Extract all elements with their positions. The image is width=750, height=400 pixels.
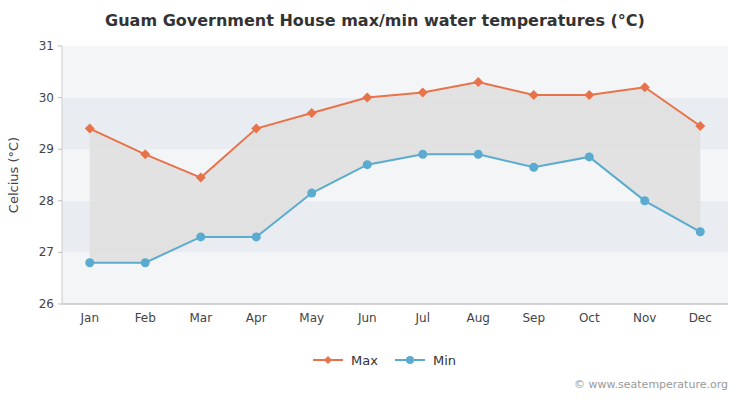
marker <box>529 163 538 172</box>
y-tick-label: 30 <box>39 91 54 105</box>
marker <box>640 82 650 92</box>
y-axis: 26 27 28 29 30 31 <box>39 39 62 311</box>
plot-area <box>85 77 706 267</box>
y-label: Celcius (°C) <box>6 137 21 213</box>
marker <box>473 77 483 87</box>
marker <box>418 150 427 159</box>
marker <box>695 121 705 131</box>
range-fill <box>90 82 701 263</box>
legend-label: Max <box>351 353 378 368</box>
x-tick-label: Jul <box>415 311 430 325</box>
marker <box>85 124 95 134</box>
bands <box>62 46 728 304</box>
legend-marker <box>406 356 414 364</box>
y-tick <box>58 149 62 150</box>
marker <box>141 258 150 267</box>
marker <box>418 87 428 97</box>
x-tick-label: Feb <box>135 311 156 325</box>
line <box>90 82 701 177</box>
title: Guam Government House max/min water temp… <box>105 11 645 30</box>
marker <box>363 160 372 169</box>
x-tick-label: Jun <box>357 311 377 325</box>
y-tick <box>58 252 62 253</box>
marker <box>584 90 594 100</box>
y-axis-line <box>62 46 63 304</box>
x-tick-label: Aug <box>467 311 490 325</box>
marker <box>140 149 150 159</box>
marker <box>696 227 705 236</box>
watermark: © www.seatemperature.org <box>574 378 728 391</box>
x-axis-line <box>62 304 728 305</box>
line <box>90 154 701 262</box>
y-tick <box>58 200 62 201</box>
marker <box>307 108 317 118</box>
marker <box>251 124 261 134</box>
marker <box>196 232 205 241</box>
marker <box>252 232 261 241</box>
y-tick-label: 28 <box>39 194 54 208</box>
x-tick-label: Mar <box>189 311 212 325</box>
y-tick-label: 27 <box>39 245 54 259</box>
legend-marker <box>324 356 332 364</box>
x-tick-label: Oct <box>579 311 600 325</box>
marker <box>474 150 483 159</box>
y-tick <box>58 304 62 305</box>
y-tick-label: 29 <box>39 142 54 156</box>
x-tick-label: Jan <box>80 311 100 325</box>
y-tick <box>58 97 62 98</box>
y-tick-label: 31 <box>39 39 54 53</box>
marker <box>529 90 539 100</box>
marker <box>362 93 372 103</box>
y-tick <box>58 46 62 47</box>
marker <box>640 196 649 205</box>
legend-label: Min <box>433 353 456 368</box>
marker <box>85 258 94 267</box>
y-tick-label: 26 <box>39 297 54 311</box>
marker <box>585 152 594 161</box>
marker <box>196 173 206 183</box>
legend: Max Min <box>313 353 456 368</box>
x-tick-label: Sep <box>522 311 545 325</box>
x-tick-label: May <box>299 311 324 325</box>
x-tick-label: Dec <box>689 311 712 325</box>
x-axis: Jan Feb Mar Apr May Jun Jul Aug Sep Oct Nov Dec <box>80 311 712 325</box>
marker <box>307 189 316 198</box>
chart: 26 27 28 29 30 31 Jan Feb Mar Apr May Jun Jul Aug Sep O… <box>0 0 750 400</box>
x-tick-label: Nov <box>633 311 656 325</box>
band <box>62 252 728 304</box>
x-tick-label: Apr <box>246 311 267 325</box>
